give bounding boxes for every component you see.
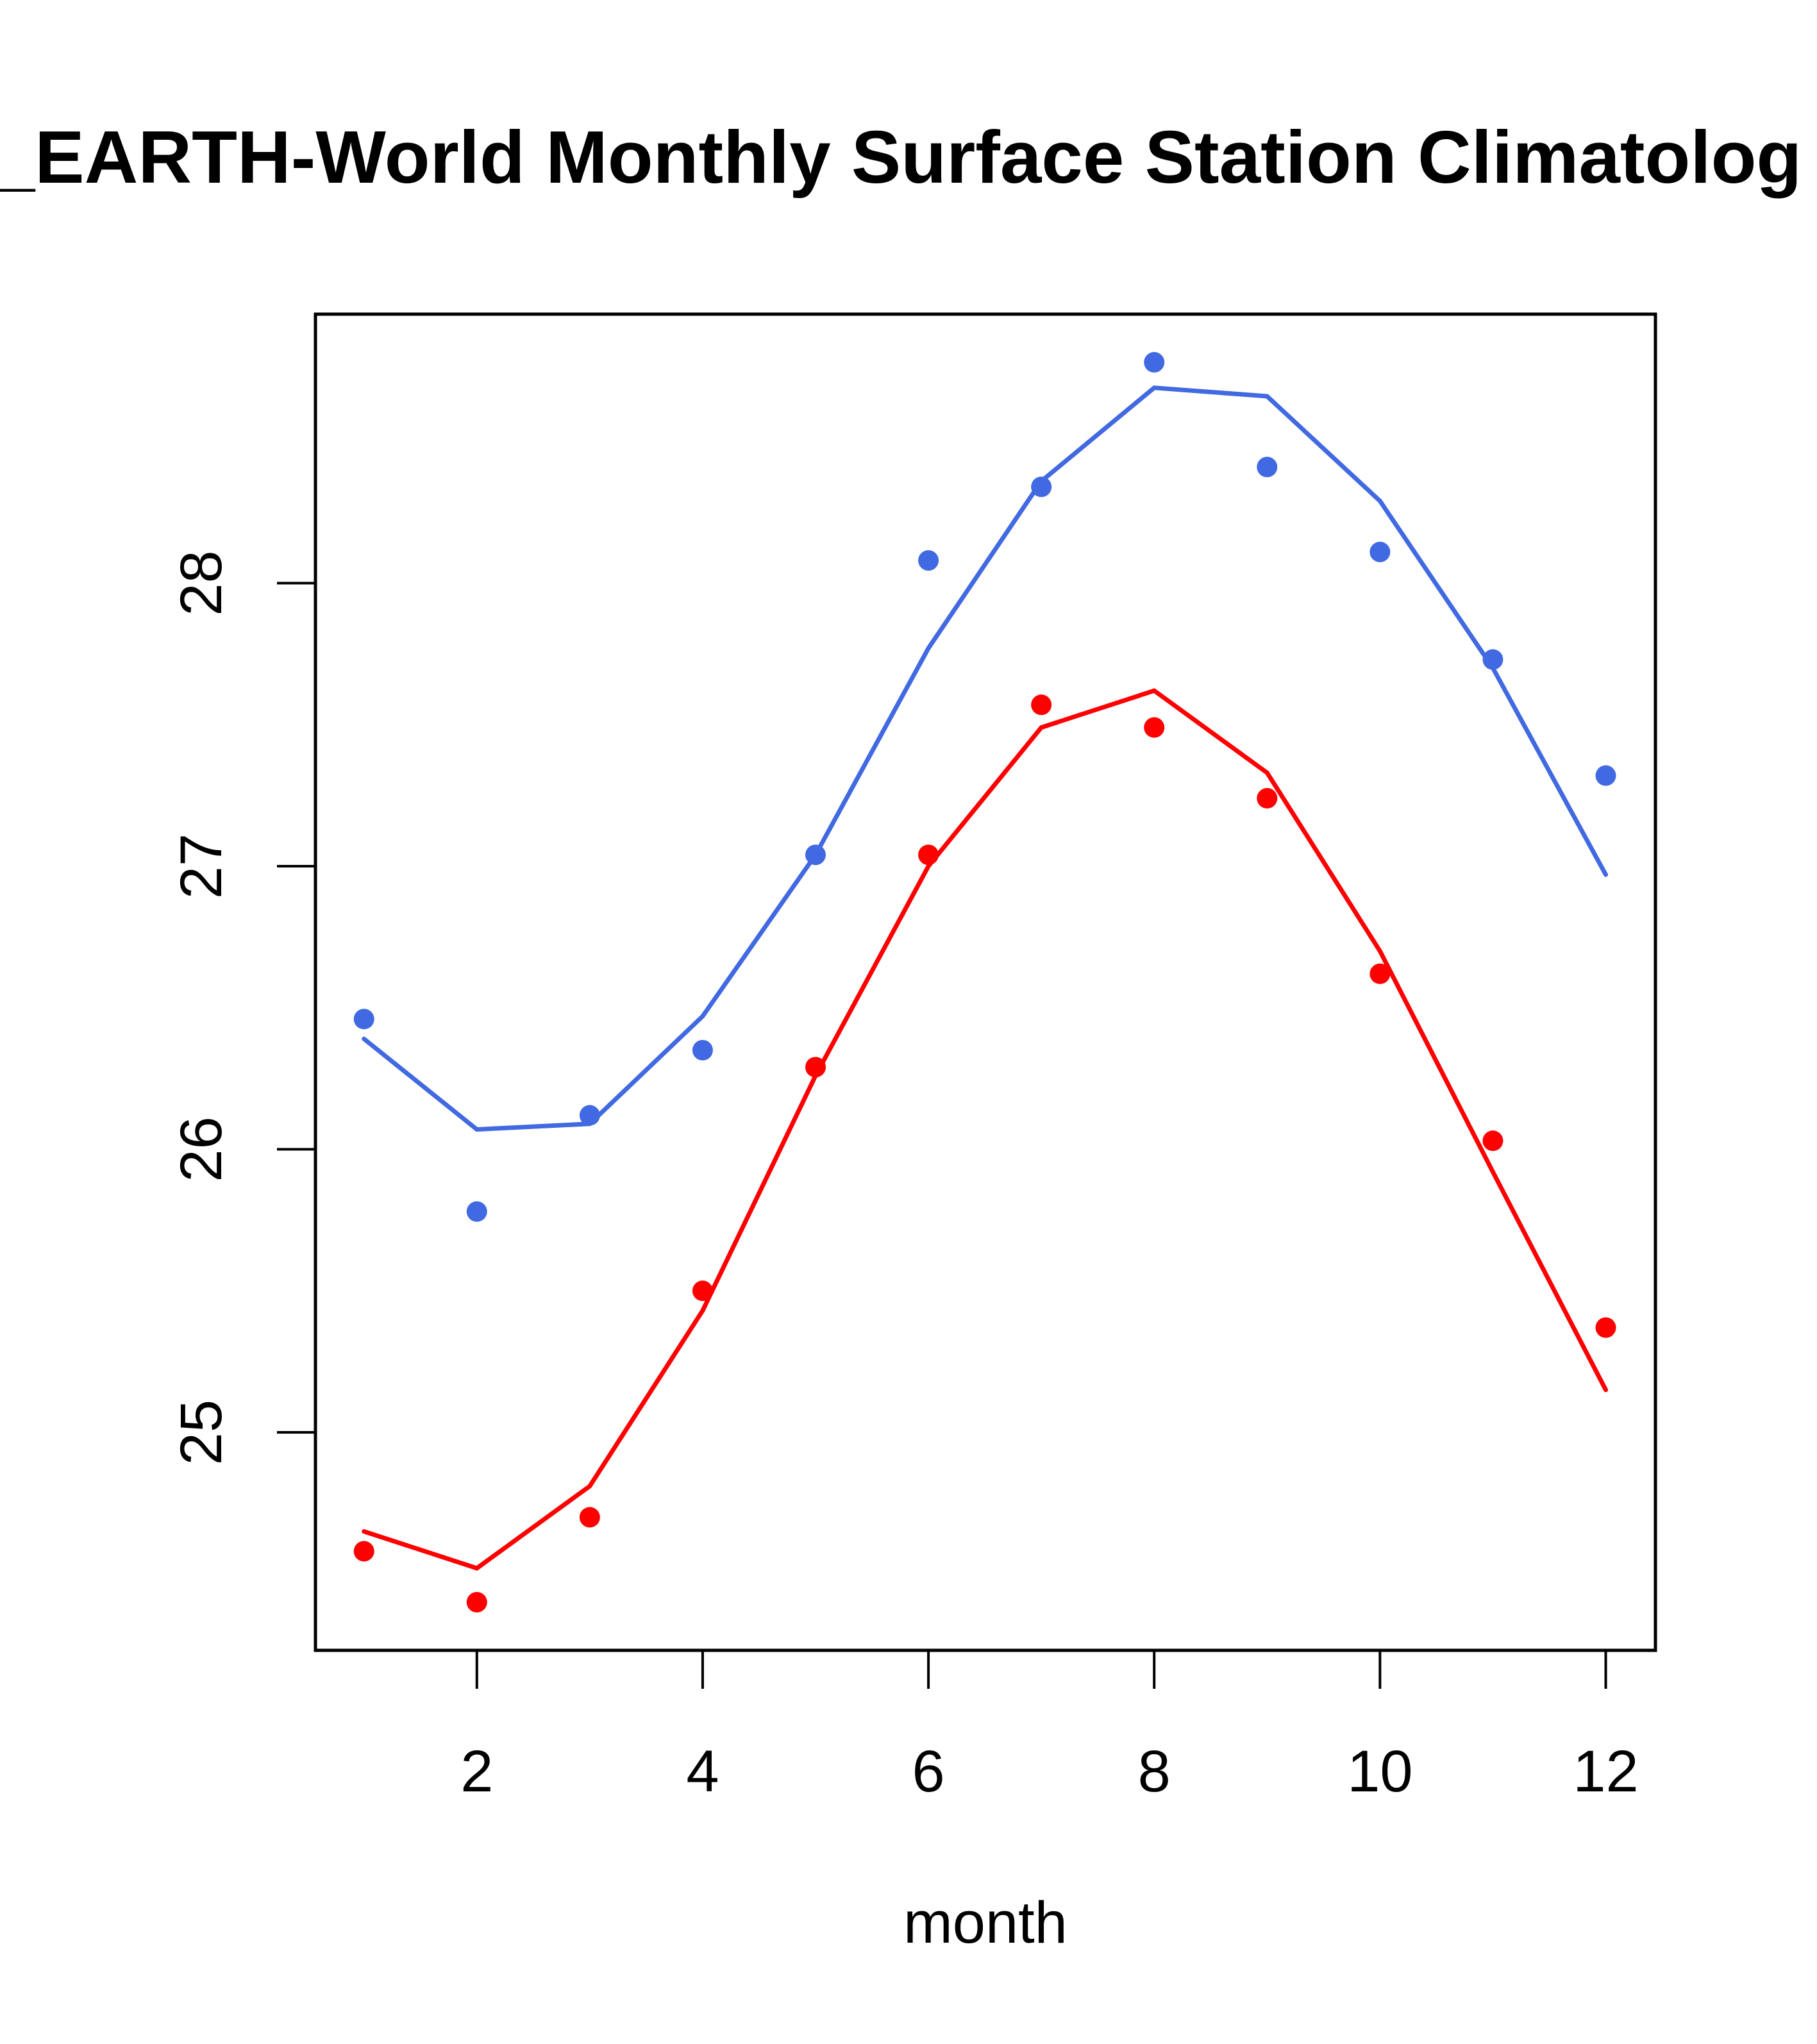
series-layer <box>353 352 1616 1613</box>
red-point-month-3 <box>579 1507 600 1528</box>
series-red-line <box>362 688 1609 1571</box>
red-point-month-11 <box>1482 1130 1503 1152</box>
x-tick-label: 12 <box>1573 1739 1638 1804</box>
plot-frame <box>314 312 1657 1652</box>
red-point-month-12 <box>1595 1317 1616 1338</box>
blue-point-month-9 <box>1257 457 1278 478</box>
blue-point-month-12 <box>1595 765 1616 786</box>
blue-point-month-2 <box>466 1201 487 1222</box>
blue-point-month-11 <box>1482 649 1503 670</box>
blue-point-month-1 <box>353 1009 374 1030</box>
x-tick-label: 8 <box>1138 1739 1171 1804</box>
red-point-month-7 <box>1031 694 1052 716</box>
x-tick-label: 10 <box>1347 1739 1412 1804</box>
x-axis: 2 4 6 8 10 12 <box>460 1650 1639 1804</box>
x-tick-label: 2 <box>460 1739 493 1804</box>
series-blue-line <box>362 385 1609 1132</box>
blue-point-month-10 <box>1369 541 1391 562</box>
x-tick-label: 6 <box>912 1739 944 1804</box>
series-red-points <box>353 694 1616 1613</box>
y-tick-label: 28 <box>169 550 234 616</box>
y-tick-label: 27 <box>169 834 234 899</box>
blue-point-month-6 <box>918 550 939 571</box>
y-axis: 25 26 27 28 <box>169 550 315 1465</box>
red-point-month-8 <box>1144 717 1165 738</box>
red-line <box>362 688 1609 1571</box>
y-tick-label: 25 <box>169 1400 234 1465</box>
x-tick-label: 4 <box>686 1739 719 1804</box>
red-point-month-10 <box>1369 963 1391 984</box>
red-point-month-9 <box>1257 788 1278 809</box>
series-blue-points <box>353 352 1616 1222</box>
red-point-month-2 <box>466 1591 487 1613</box>
chart-title: _EARTH-World Monthly Surface Station Cli… <box>0 115 1802 199</box>
x-axis-label: month <box>903 1890 1068 1956</box>
blue-line <box>362 385 1609 1132</box>
blue-point-month-8 <box>1144 352 1165 373</box>
y-tick-label: 26 <box>169 1116 234 1182</box>
red-point-month-1 <box>353 1541 374 1562</box>
blue-point-month-4 <box>692 1039 713 1060</box>
